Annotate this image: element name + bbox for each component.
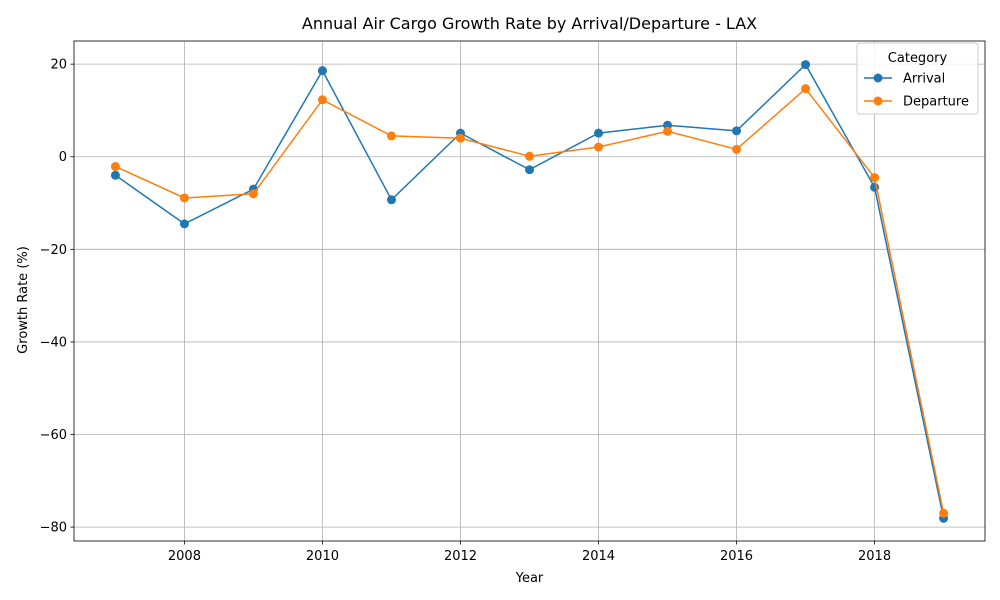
legend-label-departure: Departure: [903, 95, 969, 110]
data-point-departure: [317, 95, 327, 105]
data-point-arrival: [317, 66, 327, 76]
x-axis: 2008 2010 2012 2014 2016 2018: [168, 541, 891, 564]
data-point-arrival: [110, 170, 120, 180]
x-tick-label: 2014: [582, 549, 615, 564]
x-tick-label: 2012: [444, 549, 477, 564]
legend: Category Arrival Departure: [856, 42, 979, 115]
data-point-departure: [801, 84, 811, 94]
y-tick-label: −80: [40, 521, 67, 536]
data-point-arrival: [179, 219, 189, 229]
plot-frame: [73, 40, 986, 542]
data-point-arrival: [732, 126, 742, 136]
x-tick-label: 2010: [306, 549, 339, 564]
x-tick-label: 2016: [720, 549, 753, 564]
legend-label-arrival: Arrival: [903, 72, 945, 87]
legend-marker-arrival: [873, 73, 883, 83]
data-point-departure: [939, 508, 949, 518]
data-point-departure: [525, 151, 534, 161]
x-tick-label: 2018: [858, 549, 891, 564]
y-tick-label: −40: [40, 335, 67, 350]
data-point-departure: [663, 126, 673, 136]
y-tick-label: 20: [50, 58, 67, 73]
legend-box: [856, 42, 979, 115]
series-departure: [110, 84, 949, 518]
chart-title: Annual Air Cargo Growth Rate by Arrival/…: [302, 14, 757, 33]
legend-title: Category: [888, 51, 948, 66]
data-point-departure: [386, 131, 396, 141]
x-axis-title: Year: [515, 571, 544, 586]
x-tick-label: 2008: [168, 549, 201, 564]
data-point-arrival: [386, 195, 396, 205]
grid: [74, 41, 985, 541]
y-tick-label: −60: [40, 428, 67, 443]
data-point-arrival: [801, 60, 811, 70]
data-point-departure: [870, 173, 880, 183]
y-tick-label: −20: [40, 243, 67, 258]
y-axis-title: Growth Rate (%): [16, 246, 31, 354]
data-point-departure: [179, 193, 189, 203]
data-point-departure: [455, 133, 465, 143]
y-tick-label: 0: [59, 150, 67, 165]
data-point-departure: [732, 144, 742, 154]
data-point-departure: [594, 142, 604, 152]
data-point-arrival: [525, 165, 534, 175]
y-axis: 20 0 −20 −40 −60 −80: [40, 58, 74, 536]
legend-marker-departure: [873, 96, 883, 106]
data-point-departure: [110, 161, 120, 171]
data-point-arrival: [594, 128, 604, 138]
data-point-departure: [248, 189, 258, 199]
series-layer: [110, 60, 949, 523]
